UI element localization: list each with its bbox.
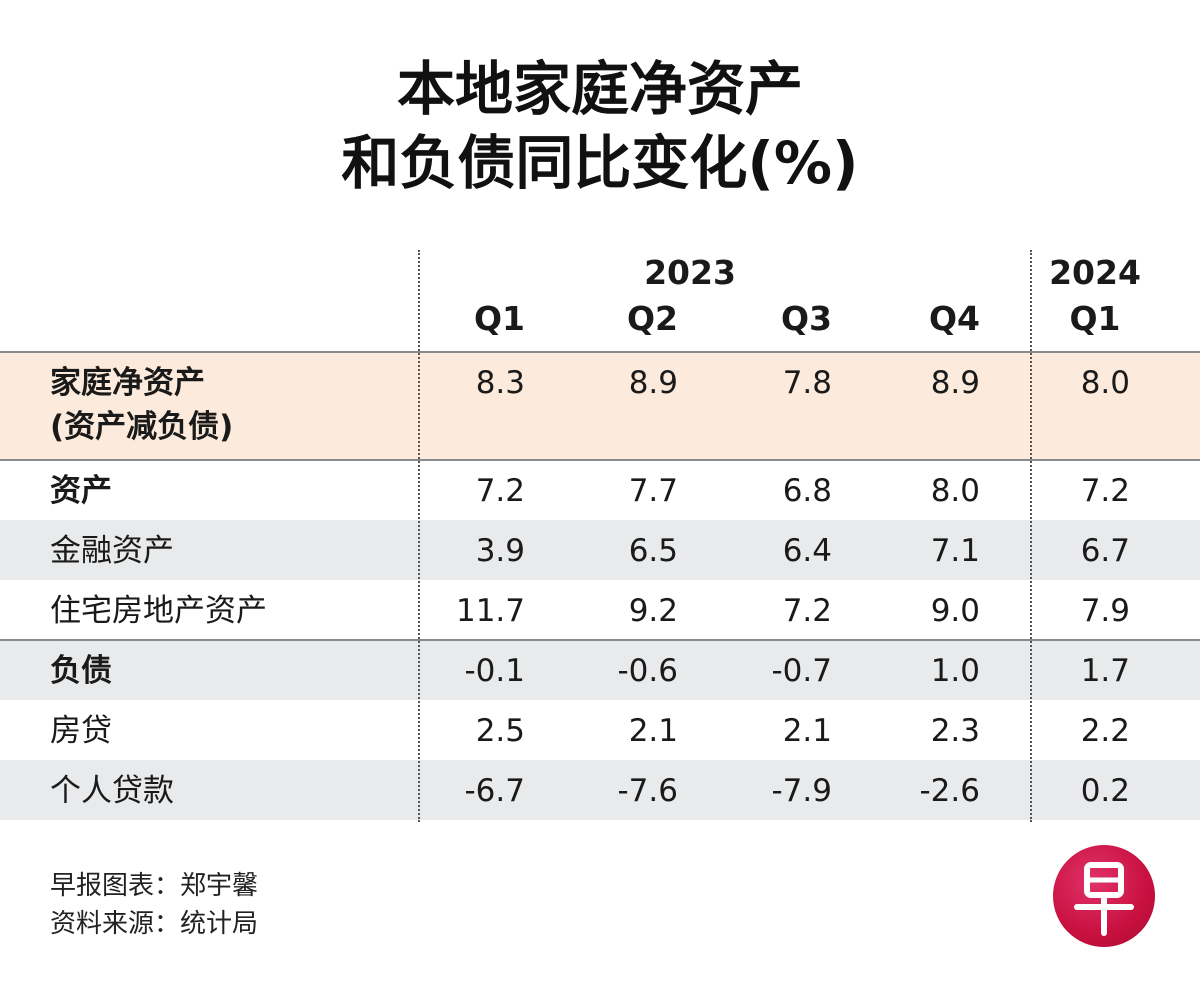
row-rule-2	[0, 459, 1200, 461]
table-cell: 7.9	[1080, 593, 1130, 629]
header-year-2024: 2024	[1049, 253, 1141, 292]
table-cell: 11.7	[455, 593, 525, 629]
title-line-1: 本地家庭净资产	[396, 55, 803, 123]
table-cell: 7.7	[628, 473, 678, 509]
table-cell: 1.0	[930, 653, 980, 689]
table-cell: 7.2	[782, 593, 832, 629]
table-cell: 9.0	[930, 593, 980, 629]
table-cell: -6.7	[464, 773, 526, 809]
table-cell: 2.5	[475, 713, 525, 749]
table-row: 负债 -0.1 -0.6 -0.7 1.0 1.7	[0, 640, 1200, 700]
table-cell: 7.8	[782, 365, 832, 401]
table-cell: -2.6	[919, 773, 981, 809]
table-row: 家庭净资产 (资产减负债) 8.3 8.9 7.8 8.9 8.0	[0, 352, 1200, 460]
row-rule-1	[0, 351, 1200, 353]
table-cell: 7.2	[475, 473, 525, 509]
table-cell: 7.1	[930, 533, 980, 569]
header-quarter-5: Q1	[1069, 299, 1121, 338]
table-row: 资产 7.2 7.7 6.8 8.0 7.2	[0, 460, 1200, 520]
header-year-2023: 2023	[644, 253, 736, 292]
table-cell: 8.9	[930, 365, 980, 401]
zao-character-icon	[1074, 862, 1134, 936]
chart-credit: 早报图表：郑宇馨	[50, 871, 259, 901]
title-line-2: 和负债同比变化(%)	[341, 129, 859, 197]
row-label: 个人贷款	[50, 773, 174, 809]
separator-2023	[418, 250, 420, 822]
table-cell: 6.7	[1080, 533, 1130, 569]
table-cell: 6.4	[782, 533, 832, 569]
table-row: 住宅房地产资产 11.7 9.2 7.2 9.0 7.9	[0, 580, 1200, 640]
table-cell: 7.2	[1080, 473, 1130, 509]
table-cell: 9.2	[628, 593, 678, 629]
row-label: 资产	[50, 473, 112, 509]
row-rule-3	[0, 639, 1200, 641]
row-label: 负债	[50, 653, 112, 689]
row-sublabel: (资产减负债)	[50, 409, 234, 445]
row-label: 房贷	[50, 713, 112, 749]
table-cell: 8.9	[628, 365, 678, 401]
table-cell: 2.3	[930, 713, 980, 749]
table-cell: 8.0	[1080, 365, 1130, 401]
table-cell: 0.2	[1080, 773, 1130, 809]
table-cell: 2.1	[782, 713, 832, 749]
table-row: 个人贷款 -6.7 -7.6 -7.9 -2.6 0.2	[0, 760, 1200, 820]
table-cell: -7.9	[771, 773, 833, 809]
table-cell: -7.6	[617, 773, 679, 809]
table-cell: 2.1	[628, 713, 678, 749]
table-cell: -0.7	[771, 653, 833, 689]
separator-2024	[1030, 250, 1032, 822]
table-row: 金融资产 3.9 6.5 6.4 7.1 6.7	[0, 520, 1200, 580]
data-source: 资料来源：统计局	[50, 909, 259, 939]
table-cell: 2.2	[1080, 713, 1130, 749]
table-row: 房贷 2.5 2.1 2.1 2.3 2.2	[0, 700, 1200, 760]
chart-title: 本地家庭净资产 和负债同比变化(%)	[0, 52, 1200, 200]
table-cell: 6.5	[628, 533, 678, 569]
header-quarter-2: Q2	[626, 299, 678, 338]
zaobao-logo	[1053, 845, 1155, 947]
table-cell: 3.9	[475, 533, 525, 569]
table-cell: 6.8	[782, 473, 832, 509]
row-label: 金融资产	[50, 533, 174, 569]
table-cell: -0.1	[464, 653, 526, 689]
table-cell: 8.3	[475, 365, 525, 401]
row-label: 住宅房地产资产	[50, 593, 267, 629]
header-quarter-3: Q3	[780, 299, 832, 338]
table-cell: 1.7	[1080, 653, 1130, 689]
table-cell: 8.0	[930, 473, 980, 509]
header-quarter-4: Q4	[928, 299, 980, 338]
table-cell: -0.6	[617, 653, 679, 689]
row-label: 家庭净资产	[50, 365, 205, 401]
header-quarter-1: Q1	[473, 299, 525, 338]
